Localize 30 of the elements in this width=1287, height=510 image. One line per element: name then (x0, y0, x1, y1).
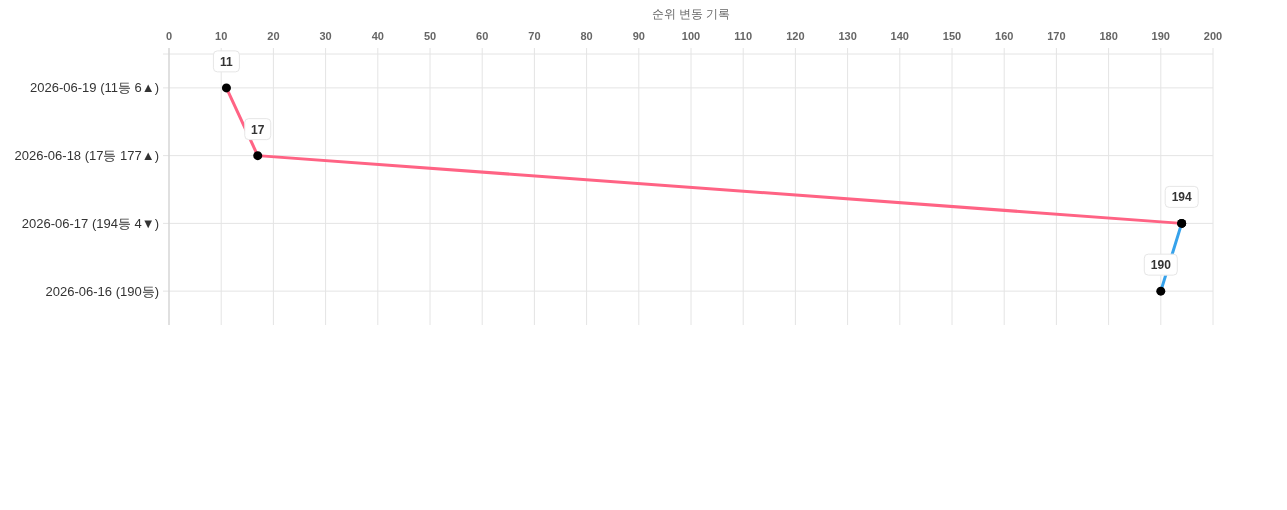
x-axis-title: 순위 변동 기록 (651, 7, 731, 21)
x-tick-label: 0 (165, 30, 173, 42)
x-tick-label: 40 (371, 30, 384, 42)
x-tick-label: 20 (267, 30, 280, 42)
x-tick-label: 150 (942, 30, 962, 42)
x-tick-label: 30 (319, 30, 332, 42)
y-tick-label: 2026-06-16 (190등) (45, 283, 159, 299)
data-label: 190 (1150, 258, 1172, 273)
y-tick-label: 2026-06-19 (11등 6▲) (30, 80, 159, 96)
x-tick-label: 120 (786, 30, 805, 42)
y-tick-label: 2026-06-18 (17등 177▲) (14, 148, 159, 164)
x-tick-label: 140 (890, 30, 909, 42)
x-tick-label: 90 (632, 30, 645, 42)
x-tick-label: 200 (1203, 30, 1223, 42)
x-tick-label: 10 (215, 30, 228, 42)
x-tick-label: 130 (838, 30, 857, 42)
x-tick-label: 100 (681, 30, 701, 42)
x-tick-label: 80 (580, 30, 593, 42)
x-tick-label: 110 (734, 30, 753, 42)
x-tick-label: 70 (528, 30, 541, 42)
x-tick-label: 190 (1151, 30, 1170, 42)
x-tick-label: 180 (1099, 30, 1118, 42)
x-tick-label: 160 (995, 30, 1014, 42)
x-tick-label: 50 (423, 30, 437, 42)
x-tick-label: 60 (476, 30, 489, 42)
data-label: 17 (251, 122, 265, 137)
x-tick-label: 170 (1047, 30, 1066, 42)
data-label: 11 (220, 54, 234, 69)
data-label: 194 (1171, 190, 1193, 205)
y-tick-label: 2026-06-17 (194등 4▼) (21, 215, 159, 231)
